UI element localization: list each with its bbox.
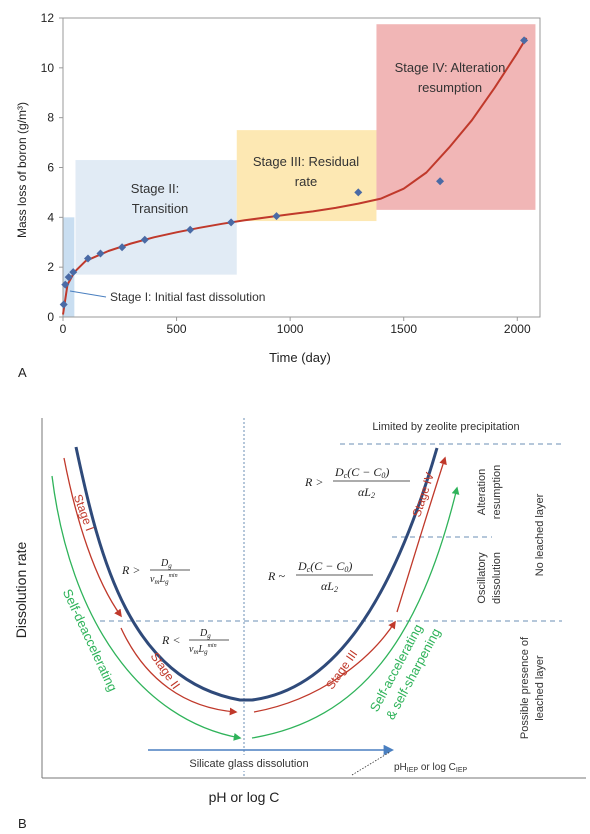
x-tick-label: 500 <box>167 322 187 336</box>
stage2-region <box>75 160 237 275</box>
y-tick-label: 0 <box>47 310 54 324</box>
silicate-arrow-label-bg <box>160 755 330 771</box>
stage1-callout-line <box>69 290 107 298</box>
stage3-label-line1: Stage III: Residual <box>253 154 359 169</box>
stage2-label-line1: Stage II: <box>131 181 179 196</box>
svg-text:Dc(C − C0): Dc(C − C0) <box>334 465 389 480</box>
self-accelerating-label-1: Self-accelerating <box>367 622 426 715</box>
x-tick-label: 2000 <box>504 322 531 336</box>
data-point <box>354 188 363 197</box>
chart-a: 0 500 1000 1500 2000 0 2 4 6 8 10 12 Stage II: Tran… <box>15 11 541 380</box>
self-deaccelerating-label: Self-deaccelerating <box>60 586 121 693</box>
x-axis-label: Time (day) <box>269 350 331 365</box>
svg-text:Dg: Dg <box>199 628 211 640</box>
data-point <box>83 254 92 263</box>
y-tick-label: 6 <box>47 161 54 175</box>
svg-text:vmLgmin: vmLgmin <box>189 643 217 656</box>
stage4-label-line2: resumption <box>418 80 482 95</box>
data-point <box>436 177 445 186</box>
data-point <box>140 235 149 244</box>
y-tick-label: 10 <box>41 61 55 75</box>
stage1-region <box>63 217 75 317</box>
stage2-label-line2: Transition <box>132 201 189 216</box>
svg-text:vmLgmin: vmLgmin <box>150 573 178 586</box>
b-stage4-label: Stage IV <box>409 471 437 519</box>
svg-text:Dc(C − C0): Dc(C − C0) <box>297 559 352 574</box>
y-axis-label: Mass loss of boron (g/m³) <box>15 102 29 238</box>
svg-text:R <: R < <box>161 633 180 647</box>
data-point <box>272 212 281 221</box>
stage3-arrow <box>253 620 396 713</box>
data-point <box>64 273 73 282</box>
eq-r-gt-dc: R > Dc(C − C0) αL2 <box>304 465 410 500</box>
stage1-label: Stage I: Initial fast dissolution <box>110 290 265 304</box>
eq-r-sim-dc: R ~ Dc(C − C0) αL2 <box>267 559 373 594</box>
self-accelerating-label-2: & self-sharpening <box>383 626 444 722</box>
stage3-region <box>236 130 377 222</box>
data-points <box>59 36 529 309</box>
iep-label: pHIEP or log CIEP <box>394 762 468 774</box>
no-leached-label: No leached layer <box>534 493 546 576</box>
stage3-label-line2: rate <box>295 174 317 189</box>
x-tick-label: 1000 <box>277 322 304 336</box>
eq-r-lt-dg: R < Dg vmLgmin <box>161 628 229 656</box>
dissolution-curve <box>74 446 439 702</box>
panel-b-label: B <box>18 816 27 831</box>
b-stage2-label: Stage II <box>148 650 183 692</box>
zeolite-note: Limited by zeolite precipitation <box>372 421 519 433</box>
y-tick-label: 4 <box>47 210 54 224</box>
svg-text:Dg: Dg <box>160 558 172 570</box>
data-point <box>118 243 127 252</box>
x-tick-label: 0 <box>60 322 67 336</box>
silicate-arrow-label: Silicate glass dissolution <box>189 758 308 770</box>
panel-a-label: A <box>18 365 27 380</box>
b-stage1-label: Stage I <box>71 492 97 533</box>
iep-pointer <box>351 751 391 776</box>
y-tick-label: 8 <box>47 111 54 125</box>
y-tick-label: 2 <box>47 260 54 274</box>
y-tick-label: 12 <box>41 11 55 25</box>
svg-text:αL2: αL2 <box>358 485 375 500</box>
svg-text:R ~: R ~ <box>267 569 285 583</box>
alteration-label: Alteration <box>476 469 488 515</box>
b-x-axis-label: pH or log C <box>209 789 280 805</box>
data-point <box>520 36 529 45</box>
dissolution-label: dissolution <box>491 552 503 604</box>
b-y-axis-label: Dissolution rate <box>13 542 29 639</box>
eq-r-gt-dg: R > Dg vmLgmin <box>121 558 190 586</box>
stage2-arrow <box>120 627 238 716</box>
svg-text:αL2: αL2 <box>321 579 338 594</box>
stage4-region <box>376 24 536 210</box>
data-point <box>96 249 105 258</box>
oscillatory-label: Oscillatory <box>476 552 488 604</box>
data-point <box>59 300 68 309</box>
data-point <box>69 268 78 277</box>
green-left-arrow <box>51 475 242 741</box>
data-point <box>186 225 195 234</box>
x-tick-label: 1500 <box>390 322 417 336</box>
b-stage3-label: Stage III <box>323 647 360 692</box>
possible-label-2: leached layer <box>534 655 546 721</box>
green-right-arrow <box>251 486 460 739</box>
resumption-label: resumption <box>491 465 503 519</box>
svg-text:R >: R > <box>121 563 140 577</box>
data-point <box>227 218 236 227</box>
stage1-arrow <box>63 457 122 618</box>
possible-label-1: Possible presence of <box>519 636 531 739</box>
data-point <box>61 280 70 289</box>
svg-text:R >: R > <box>304 475 323 489</box>
stage4-arrow <box>396 456 447 613</box>
stage4-label-line1: Stage IV: Alteration <box>395 60 506 75</box>
axis-ticks: 0 500 1000 1500 2000 0 2 4 6 8 10 12 <box>41 11 531 336</box>
